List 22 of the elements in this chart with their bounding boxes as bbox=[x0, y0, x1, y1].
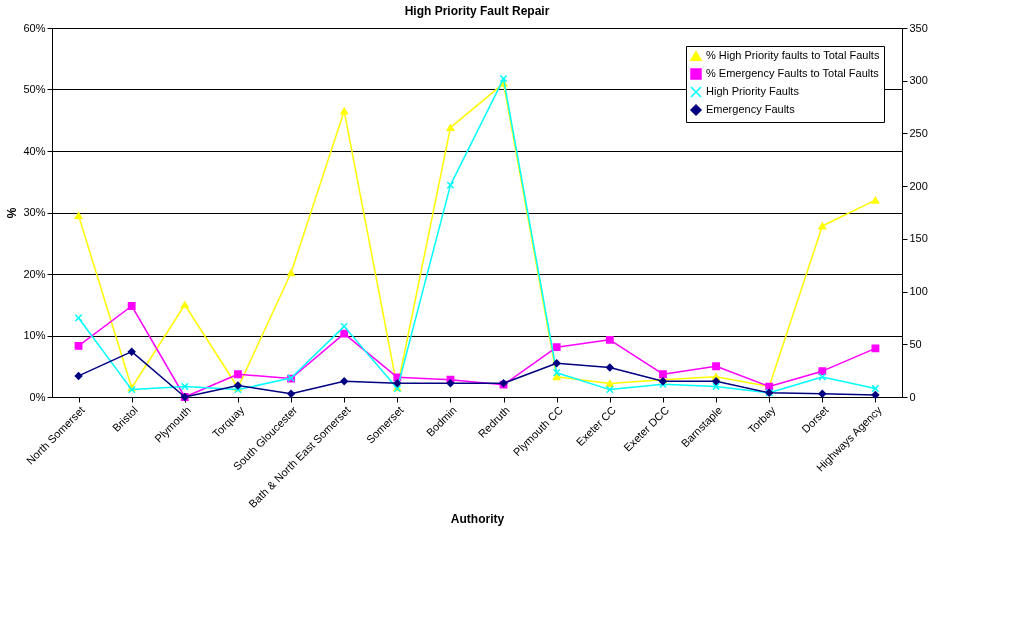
y2-tick-label: 0 bbox=[909, 390, 916, 403]
y2-tick-label: 100 bbox=[909, 285, 928, 298]
y-axis-title: % bbox=[5, 207, 20, 219]
y-tick-label: 60% bbox=[23, 21, 46, 34]
y2-tick-label: 200 bbox=[909, 179, 928, 192]
chart-title: High Priority Fault Repair bbox=[404, 4, 550, 18]
y2-tick-label: 50 bbox=[909, 337, 922, 350]
y-tick-label: 50% bbox=[23, 83, 46, 95]
y2-tick-label: 350 bbox=[909, 21, 928, 34]
y2-tick-label: 250 bbox=[909, 126, 928, 139]
x-axis-title: Authority bbox=[450, 511, 505, 526]
y-tick-label: 40% bbox=[23, 144, 46, 157]
legend-label: High Priority Faults bbox=[706, 85, 800, 97]
y-tick-label: 20% bbox=[23, 267, 46, 280]
legend-label: Emergency Faults bbox=[706, 103, 796, 115]
y-tick-label: 0% bbox=[29, 390, 46, 403]
y-tick-label: 10% bbox=[23, 329, 46, 341]
y2-tick-label: 300 bbox=[909, 74, 928, 87]
legend-label: % Emergency Faults to Total Faults bbox=[706, 67, 880, 79]
y-tick-label: 30% bbox=[23, 206, 46, 218]
legend-label: % High Priority faults to Total Faults bbox=[706, 49, 880, 61]
y2-tick-label: 150 bbox=[909, 232, 928, 245]
